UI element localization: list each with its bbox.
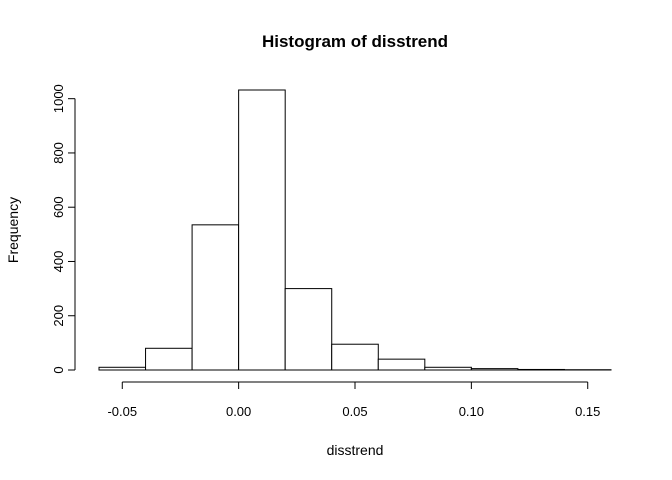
histogram-bar (470, 368, 519, 371)
y-tick-label: 200 (51, 305, 66, 327)
x-tick-label: 0.00 (226, 404, 251, 419)
x-tick-label: 0.10 (459, 404, 484, 419)
y-axis: 0 200 400 600 800 1000 (51, 84, 76, 374)
histogram-bar (284, 288, 333, 371)
histogram-bar (145, 347, 193, 371)
histogram-bar (98, 366, 147, 371)
histogram-bar (424, 366, 472, 371)
y-tick-label: 1000 (51, 84, 66, 113)
histogram-bar (377, 358, 426, 371)
histogram-bar (331, 343, 379, 371)
x-tick-label: 0.15 (575, 404, 600, 419)
chart-title: Histogram of disstrend (262, 32, 448, 51)
histogram-bar (238, 89, 286, 371)
x-axis-label: disstrend (327, 442, 384, 458)
y-tick-label: 800 (51, 142, 66, 164)
x-axis: -0.05 0.00 0.05 0.10 0.15 (107, 381, 600, 419)
x-tick-label: 0.05 (342, 404, 367, 419)
x-tick-label: -0.05 (107, 404, 137, 419)
histogram-bar (517, 368, 565, 371)
y-axis-label: Frequency (5, 197, 21, 263)
y-tick-label: 400 (51, 251, 66, 273)
bars-group (98, 89, 612, 371)
y-tick-label: 600 (51, 196, 66, 218)
y-tick-label: 0 (51, 366, 66, 373)
histogram-bar (191, 224, 240, 371)
